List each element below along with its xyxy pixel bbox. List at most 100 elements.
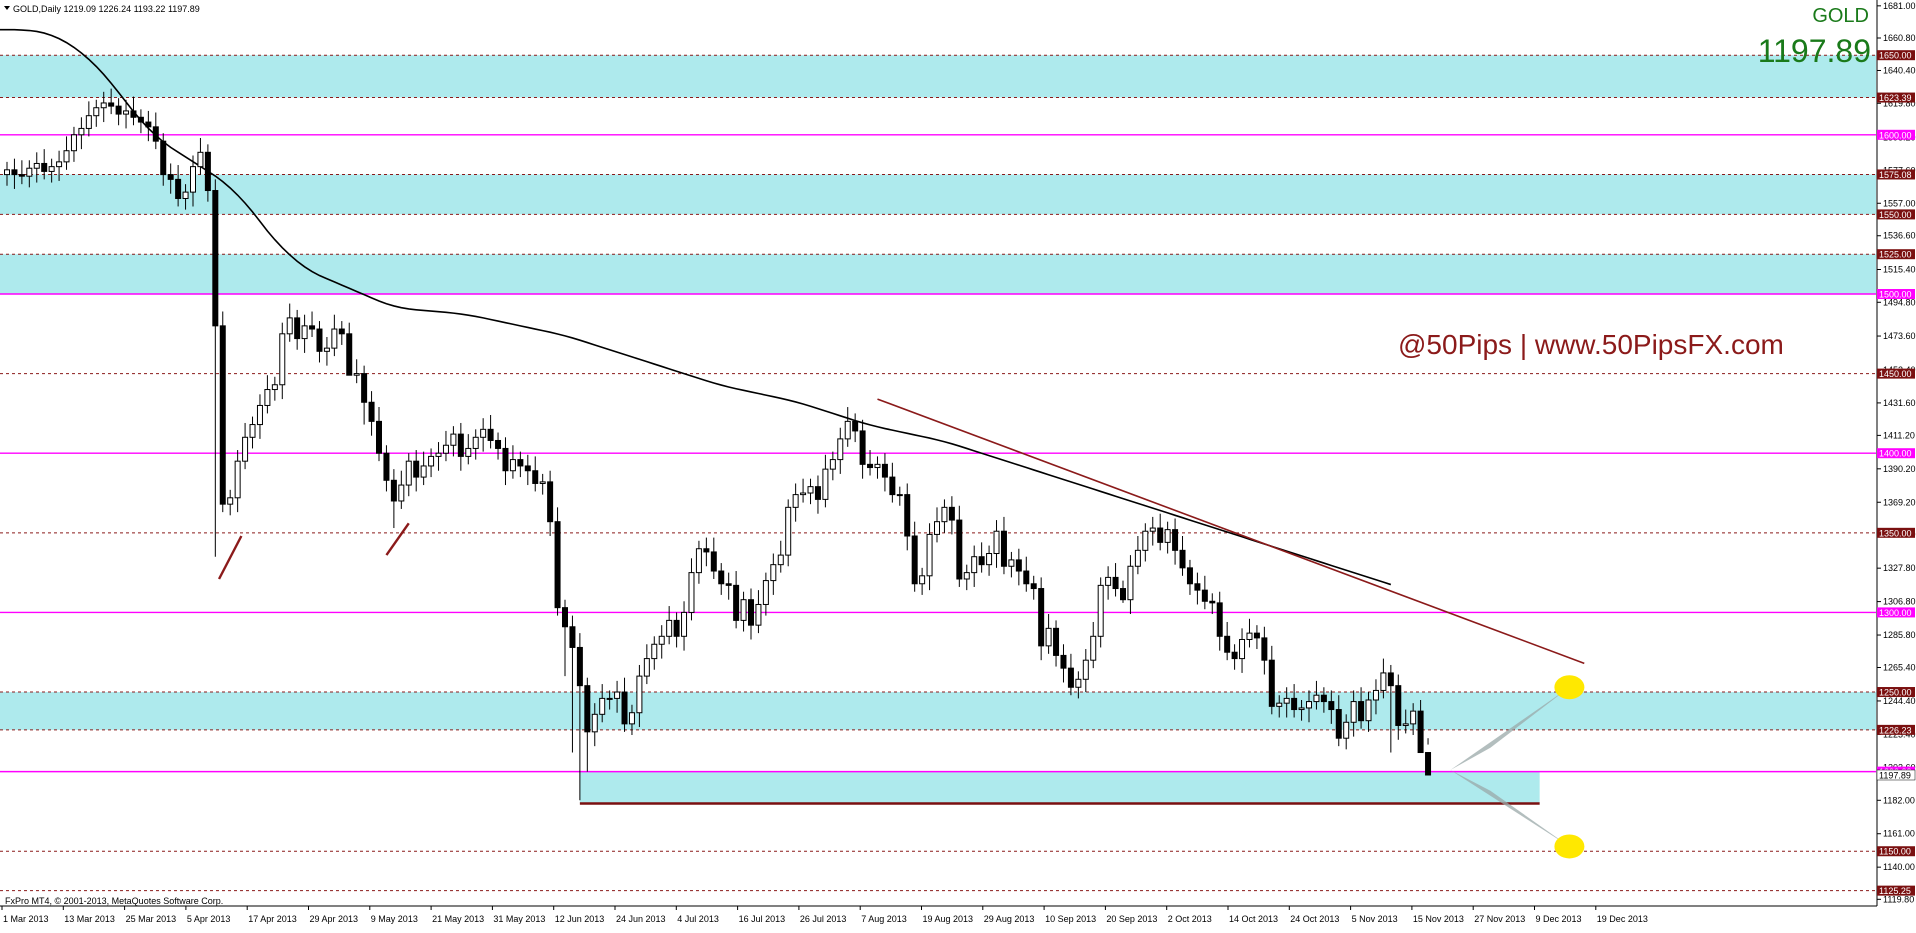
candle[interactable] [703,537,710,567]
candle[interactable] [1112,563,1119,597]
candle[interactable] [472,429,479,460]
candle[interactable] [160,133,167,186]
candle[interactable] [852,413,859,443]
hammer-mark[interactable] [217,535,243,580]
candle[interactable] [919,567,926,595]
candle[interactable] [56,150,63,181]
projection-arrow-down[interactable] [1450,770,1570,847]
dropdown-triangle-icon[interactable] [4,6,10,10]
support-resistance-zone[interactable] [579,771,1540,804]
candle[interactable] [1410,703,1417,736]
candle[interactable] [1239,628,1246,673]
candle[interactable] [1053,620,1060,667]
candle[interactable] [941,499,948,533]
moving-average-line[interactable] [0,28,1392,586]
candle[interactable] [822,454,829,508]
candle[interactable] [398,470,405,509]
candle[interactable] [1201,575,1208,610]
candle[interactable] [1097,577,1104,648]
candle[interactable] [867,450,874,476]
candle[interactable] [1335,695,1342,747]
candle[interactable] [621,677,628,732]
candle[interactable] [896,486,903,506]
candle[interactable] [368,391,375,436]
candle[interactable] [137,109,144,134]
candle[interactable] [1149,516,1156,546]
candle[interactable] [1425,738,1432,776]
candle[interactable] [963,564,970,591]
candle[interactable] [1075,671,1082,699]
candle[interactable] [428,448,435,478]
candle[interactable] [1172,518,1179,565]
candle[interactable] [1276,695,1283,718]
candle[interactable] [934,507,940,543]
candle[interactable] [532,456,539,492]
candle[interactable] [1306,690,1312,723]
candle[interactable] [123,99,130,129]
candle[interactable] [1328,690,1335,724]
candle[interactable] [41,149,48,180]
candle[interactable] [636,664,643,728]
candle[interactable] [971,545,978,587]
candle[interactable] [234,450,241,513]
candle[interactable] [569,615,576,753]
candle[interactable] [1164,521,1171,554]
candle[interactable] [1179,536,1186,576]
projection-arrow-up[interactable] [1450,687,1570,771]
candle[interactable] [376,407,382,462]
candle[interactable] [755,590,762,634]
candle[interactable] [204,144,211,202]
candle[interactable] [688,558,695,621]
candle[interactable] [599,684,606,723]
candle[interactable] [859,419,866,479]
candle[interactable] [1261,626,1268,675]
candle[interactable] [190,155,196,207]
candle[interactable] [524,454,531,486]
candle[interactable] [115,98,122,126]
candle[interactable] [748,588,754,640]
candle[interactable] [986,545,993,576]
candle[interactable] [212,179,219,557]
candle[interactable] [651,636,658,670]
candle[interactable] [785,499,792,567]
candle[interactable] [1120,580,1126,603]
candle[interactable] [1038,577,1045,661]
candle[interactable] [167,163,174,194]
candle[interactable] [948,496,955,535]
candle[interactable] [11,158,18,189]
candle[interactable] [93,99,100,127]
candle[interactable] [1015,548,1022,586]
candle[interactable] [1082,649,1089,693]
candle[interactable] [405,453,412,497]
candle[interactable] [264,375,271,414]
candle[interactable] [762,572,769,616]
candle[interactable] [993,520,1000,568]
candle[interactable] [182,184,189,210]
candle[interactable] [145,110,152,142]
candle[interactable] [85,101,92,137]
candle[interactable] [1372,679,1379,715]
support-resistance-zone[interactable] [0,692,1876,730]
candle[interactable] [353,359,360,384]
candle[interactable] [1417,699,1424,754]
candle[interactable] [1350,690,1357,737]
candle[interactable] [175,165,182,207]
candle[interactable] [666,606,673,645]
candle[interactable] [1246,618,1253,648]
hammer-mark[interactable] [385,522,410,556]
candle[interactable] [837,427,844,474]
candle[interactable] [1157,513,1164,551]
candle[interactable] [435,442,442,471]
candle[interactable] [331,314,338,357]
candle[interactable] [1283,687,1290,718]
candle[interactable] [18,160,25,185]
candle[interactable] [591,703,598,747]
candle[interactable] [881,453,888,492]
candle[interactable] [390,469,397,529]
candle[interactable] [361,365,368,425]
candle[interactable] [242,422,249,470]
candle[interactable] [1186,559,1193,595]
candle[interactable] [1045,614,1052,654]
candle[interactable] [4,161,10,186]
